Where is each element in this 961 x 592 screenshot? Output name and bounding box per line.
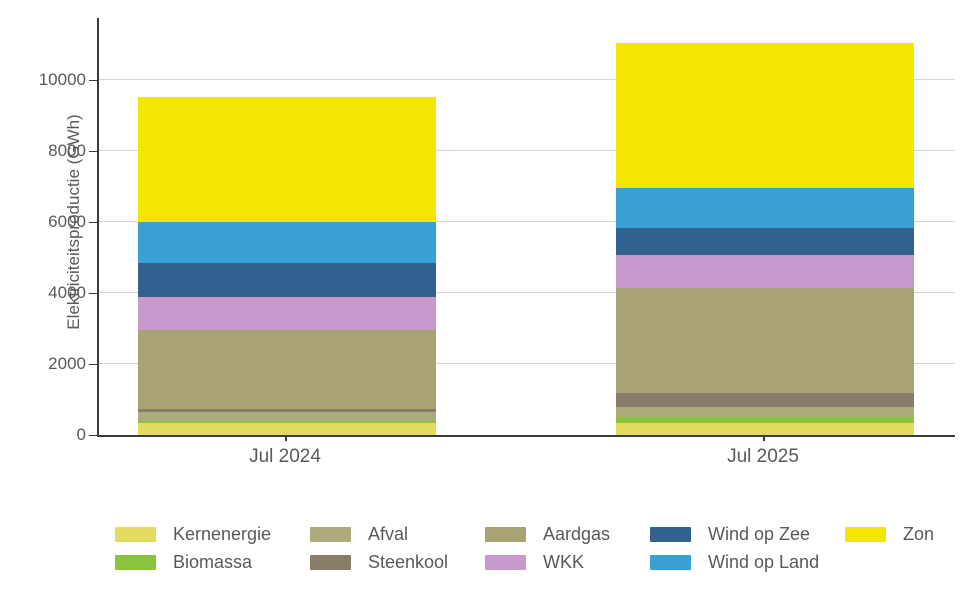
gridline [99,221,955,223]
y-tick-label: 0 [76,425,86,444]
gridline [99,79,955,81]
legend-item-zon: Zon [845,523,935,544]
legend-label: Kernenergie [173,523,272,544]
y-tick-mark [89,434,97,436]
legend-label: Biomassa [173,551,253,572]
bar-segment-kernenergie [138,422,436,435]
bar-segment-afval [138,411,436,421]
legend-swatch [650,526,691,542]
bar-segment-aardgas [616,287,914,393]
legend-label: Wind op Land [708,551,820,572]
legend-item-biomassa: Biomassa [115,551,253,572]
legend-swatch [115,554,156,570]
legend-swatch [845,526,886,542]
y-tick-label: 2000 [48,354,86,374]
bar-segment-wind-op-zee [138,262,436,298]
bar-segment-biomassa [616,416,914,423]
legend-label: Afval [368,523,409,544]
bar-segment-steenkool [138,408,436,412]
legend-item-steenkool: Steenkool [310,551,449,572]
gridline [99,292,955,294]
x-category-label: Jul 2025 [727,446,799,467]
y-tick-label: 6000 [48,212,86,232]
bar-segment-wind-op-land [138,222,436,263]
plot-area [97,18,955,437]
y-tick-mark [89,79,97,81]
bar-segment-kernenergie [616,422,914,435]
x-category-label: Jul 2024 [249,446,321,467]
legend-swatch [650,554,691,570]
legend-item-aardgas: Aardgas [485,523,611,544]
gridline [99,363,955,365]
legend-swatch [115,526,156,542]
legend-swatch [485,554,526,570]
bar-segment-zon [616,42,914,189]
y-tick-label: 8000 [48,141,86,161]
legend-label: Steenkool [368,551,449,572]
bar-segment-wkk [138,297,436,331]
bar-segment-steenkool [616,392,914,408]
bar-segment-wkk [616,254,914,288]
stacked-bar-jul-2024 [138,96,436,435]
legend-label: Zon [903,523,935,544]
y-tick-mark [89,221,97,223]
gridline [99,150,955,152]
legend-item-wind-op-land: Wind op Land [650,551,820,572]
bar-segment-wind-op-zee [616,227,914,255]
bar-segment-aardgas [138,330,436,409]
legend-item-wkk: WKK [485,551,585,572]
x-tick-mark [285,435,287,441]
bar-segment-biomassa [138,420,436,423]
bar-segment-wind-op-land [616,188,914,228]
legend-label: Wind op Zee [708,523,811,544]
legend-item-kernenergie: Kernenergie [115,523,272,544]
legend: Kernenergie Biomassa Afval Steenkool Aardgas… [0,520,961,580]
legend-swatch [310,554,351,570]
legend-label: Aardgas [543,523,611,544]
bar-segment-zon [138,96,436,223]
y-tick-label: 10000 [38,70,86,90]
y-tick-mark [89,292,97,294]
x-tick-mark [763,435,765,441]
y-tick-mark [89,150,97,152]
legend-swatch [310,526,351,542]
bar-segment-afval [616,407,914,417]
y-tick-mark [89,363,97,365]
stacked-bar-jul-2025 [616,42,914,435]
y-tick-label: 4000 [48,283,86,303]
legend-item-afval: Afval [310,523,409,544]
legend-item-wind-op-zee: Wind op Zee [650,523,811,544]
legend-swatch [485,526,526,542]
legend-label: WKK [543,551,585,572]
